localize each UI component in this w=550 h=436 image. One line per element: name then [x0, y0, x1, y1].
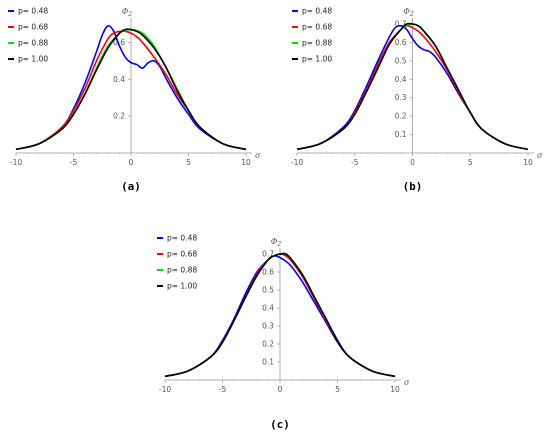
y-tick-label: 0.5	[262, 286, 274, 295]
x-tick-label: -5	[351, 158, 359, 167]
x-tick-label: 10	[241, 158, 251, 167]
legend-label-1: p= 0.48	[302, 7, 332, 16]
x-tick-label: 0	[278, 385, 283, 394]
x-tick-label: -5	[219, 385, 227, 394]
legend-label-4: p= 1.00	[302, 55, 332, 64]
y-tick-label: 0.7	[395, 20, 407, 29]
x-tick-label: 10	[523, 158, 533, 167]
x-tick-label: -10	[291, 158, 303, 167]
x-tick-label: 5	[468, 158, 473, 167]
panel-caption: (c)	[270, 418, 290, 431]
legend-label-1: p= 0.48	[167, 234, 197, 243]
y-axis-label: Φ2	[122, 7, 133, 18]
y-axis-label: Φ2	[271, 237, 282, 248]
y-tick-label: 0.1	[262, 358, 274, 367]
y-axis-label-subscript: 2	[127, 11, 132, 18]
series-line-1	[164, 254, 396, 378]
legend-label-2: p= 0.68	[18, 23, 48, 32]
series-line-1	[15, 24, 247, 151]
y-tick-label: 0.4	[113, 75, 125, 84]
y-tick-label: 0.2	[395, 112, 407, 121]
legend-label-4: p= 1.00	[167, 282, 197, 291]
y-tick-label: 0.6	[262, 268, 274, 277]
x-tick-label: 0	[410, 158, 415, 167]
y-tick-label: 0.1	[395, 130, 407, 139]
legend-label-3: p= 0.88	[302, 39, 332, 48]
series-line-4	[296, 22, 529, 151]
x-tick-label: 5	[186, 158, 191, 167]
y-axis-label: Φ2	[403, 7, 414, 18]
chart-panel-1: -10 -5 0 5 10 0.2 0.4 0.6 σ Φ2 p= 0.48 p= 0.68 p= 0.…	[8, 7, 261, 193]
legend-label-1: p= 0.48	[18, 7, 48, 16]
x-tick-label: 0	[129, 158, 134, 167]
x-tick-label: 10	[390, 385, 400, 394]
y-tick-label: 0.4	[262, 304, 274, 313]
y-tick-label: 0.6	[113, 38, 125, 47]
y-tick-label: 0.7	[262, 250, 274, 259]
panel-caption: (a)	[121, 180, 141, 193]
panel-caption: (b)	[403, 180, 423, 193]
y-axis-label-subscript: 2	[276, 241, 281, 248]
x-axis-label: σ	[255, 151, 261, 160]
y-tick-label: 0.2	[113, 112, 125, 121]
y-tick-label: 0.3	[262, 322, 274, 331]
chart-panel-3: -10 -5 0 5 10 0.1 0.2 0.3 0.4 0.5 0.6 0.7 σ Φ2 p= 0.48…	[157, 234, 410, 431]
legend-label-4: p= 1.00	[18, 55, 48, 64]
x-axis-label: σ	[404, 378, 410, 387]
x-axis-label: σ	[537, 151, 543, 160]
x-tick-label: -10	[10, 158, 22, 167]
y-tick-label: 0.3	[395, 93, 407, 102]
chart-panel-2: -10 -5 0 5 10 0.1 0.2 0.3 0.4 0.5 0.6 0.7 σ Φ2 p= 0.48…	[291, 7, 543, 194]
y-tick-label: 0.4	[395, 75, 407, 84]
x-tick-label: 5	[335, 385, 340, 394]
y-tick-label: 0.6	[395, 38, 407, 47]
series-line-4	[164, 252, 396, 378]
y-tick-label: 0.5	[395, 56, 407, 65]
y-tick-label: 0.2	[262, 340, 274, 349]
x-tick-label: -5	[70, 158, 78, 167]
legend-label-2: p= 0.68	[302, 23, 332, 32]
y-axis-label-subscript: 2	[409, 11, 414, 18]
legend-label-2: p= 0.68	[167, 250, 197, 259]
series-line-4	[15, 28, 247, 151]
x-tick-label: -10	[159, 385, 171, 394]
legend-label-3: p= 0.88	[18, 39, 48, 48]
legend-label-3: p= 0.88	[167, 266, 197, 275]
